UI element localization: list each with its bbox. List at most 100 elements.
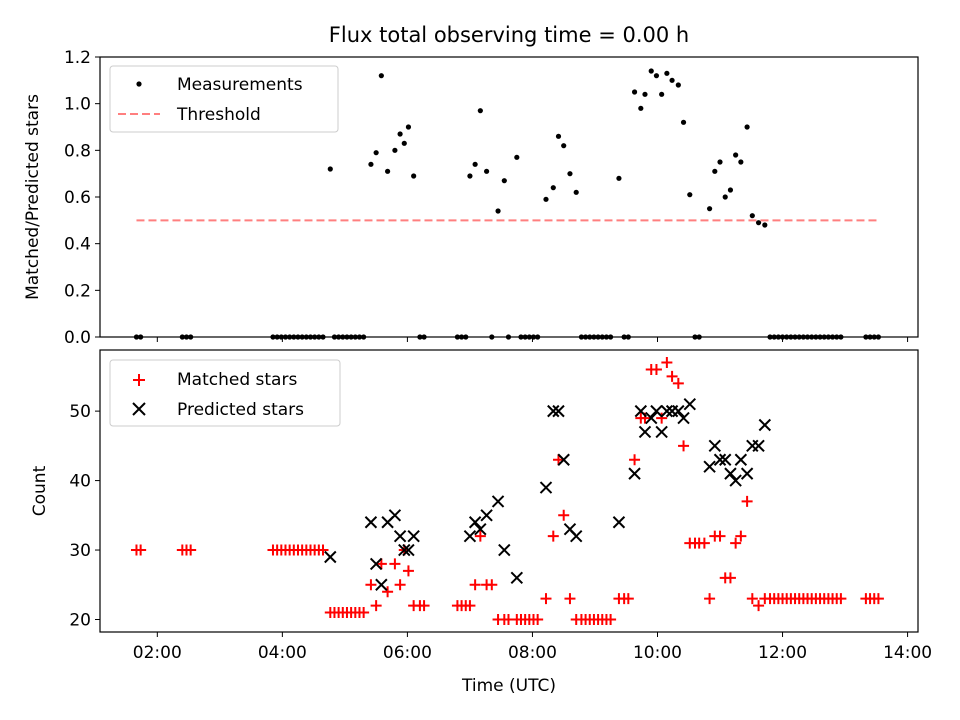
measurement-point xyxy=(659,91,665,97)
measurement-point xyxy=(356,334,363,340)
measurement-point xyxy=(299,334,305,340)
measurement-point xyxy=(744,124,750,130)
measurement-point xyxy=(669,77,675,83)
measurement-point xyxy=(133,334,140,340)
predicted-star-point xyxy=(713,453,727,466)
matched-star-point xyxy=(402,565,414,577)
measurement-point xyxy=(722,194,728,200)
matched-star-point xyxy=(486,579,498,591)
measurement-point xyxy=(755,220,762,226)
measurement-point xyxy=(829,334,836,340)
measurement-point xyxy=(631,89,638,95)
predicted-star-point xyxy=(552,404,565,418)
matched-star-point xyxy=(358,607,370,619)
measurement-point xyxy=(514,154,520,160)
matched-star-point xyxy=(317,544,329,556)
y-tick-label: 0.0 xyxy=(64,328,91,348)
predicted-star-point xyxy=(719,453,732,466)
matched-star-point xyxy=(746,593,758,605)
matched-star-point xyxy=(605,613,617,625)
measurement-point xyxy=(278,334,284,340)
measurement-point xyxy=(675,82,681,88)
predicted-star-point xyxy=(369,557,383,571)
measurement-point xyxy=(779,334,786,340)
measurement-point xyxy=(825,334,831,340)
legend-predicted-marker xyxy=(132,402,146,416)
measurement-point xyxy=(599,334,605,340)
count-plot-area xyxy=(130,357,884,625)
predicted-star-point xyxy=(510,571,524,585)
measurement-point xyxy=(138,334,144,340)
measurement-point xyxy=(361,334,367,340)
measurement-point xyxy=(352,334,358,340)
matched-star-point xyxy=(564,593,576,605)
measurement-point xyxy=(875,334,882,340)
measurement-point xyxy=(642,91,648,97)
measurement-point xyxy=(804,334,811,340)
measurement-point xyxy=(616,175,622,181)
legend-predicted-label: Predicted stars xyxy=(177,400,304,420)
predicted-star-point xyxy=(547,404,560,418)
measurement-point xyxy=(796,334,802,340)
measurement-point xyxy=(331,334,338,340)
predicted-star-point xyxy=(734,453,748,466)
measurement-point xyxy=(303,334,309,340)
matched-star-point xyxy=(558,509,570,521)
predicted-star-point xyxy=(463,529,477,543)
measurement-point xyxy=(397,131,403,137)
measurement-point xyxy=(792,334,798,340)
measurement-point xyxy=(582,334,589,340)
matched-star-point xyxy=(474,530,486,542)
measurement-point xyxy=(340,334,346,340)
measurement-point xyxy=(421,334,427,340)
legend-matched-marker xyxy=(133,374,145,386)
count-legend: Matched stars Predicted stars xyxy=(109,359,341,427)
ratio-y-axis-label: Matched/Predicted stars xyxy=(23,94,43,300)
measurement-point xyxy=(307,334,314,340)
measurement-point xyxy=(320,334,326,340)
y-tick-label: 0.8 xyxy=(64,141,91,161)
matched-star-point xyxy=(735,530,747,542)
matched-star-point xyxy=(135,544,147,556)
measurement-point xyxy=(863,334,869,340)
predicted-star-point xyxy=(324,550,337,564)
measurement-point xyxy=(467,173,473,179)
predicted-star-point xyxy=(393,529,407,543)
measurement-point xyxy=(834,334,840,340)
matched-star-point xyxy=(714,530,726,542)
predicted-star-point xyxy=(557,453,570,466)
legend-matched-label: Matched stars xyxy=(177,370,297,390)
measurement-point xyxy=(188,334,194,340)
y-tick-label: 50 xyxy=(69,402,91,422)
matched-star-point xyxy=(704,593,716,605)
measurement-point xyxy=(522,334,528,340)
measurement-point xyxy=(543,196,549,202)
measurement-point xyxy=(463,334,469,340)
measurement-point xyxy=(738,159,744,165)
y-tick-label: 0.6 xyxy=(64,188,91,208)
measurement-point xyxy=(621,334,627,340)
measurement-point xyxy=(712,168,718,174)
matched-star-point xyxy=(672,377,684,389)
predicted-star-point xyxy=(498,543,511,557)
matched-star-point xyxy=(418,600,430,612)
measurement-point xyxy=(800,334,806,340)
matched-star-point xyxy=(622,593,634,605)
predicted-star-point xyxy=(634,404,648,418)
predicted-star-point xyxy=(402,543,415,557)
measurement-point xyxy=(821,334,827,340)
measurement-point xyxy=(550,185,556,191)
matched-star-point xyxy=(872,593,884,605)
measurement-point xyxy=(373,150,379,156)
y-tick-label: 1.2 xyxy=(64,48,91,68)
measurement-point xyxy=(603,334,610,340)
predicted-star-point xyxy=(677,411,690,425)
x-tick-label: 06:00 xyxy=(383,643,432,663)
predicted-star-point xyxy=(570,529,583,543)
measurement-point xyxy=(336,334,342,340)
measurement-point xyxy=(817,334,823,340)
matched-star-point xyxy=(629,454,641,466)
measurement-point xyxy=(295,334,301,340)
ratio-panel: 0.0 0.2 0.4 0.6 0.8 1.0 1.2 Matched/Predicted … xyxy=(23,48,919,348)
matched-star-point xyxy=(540,593,552,605)
